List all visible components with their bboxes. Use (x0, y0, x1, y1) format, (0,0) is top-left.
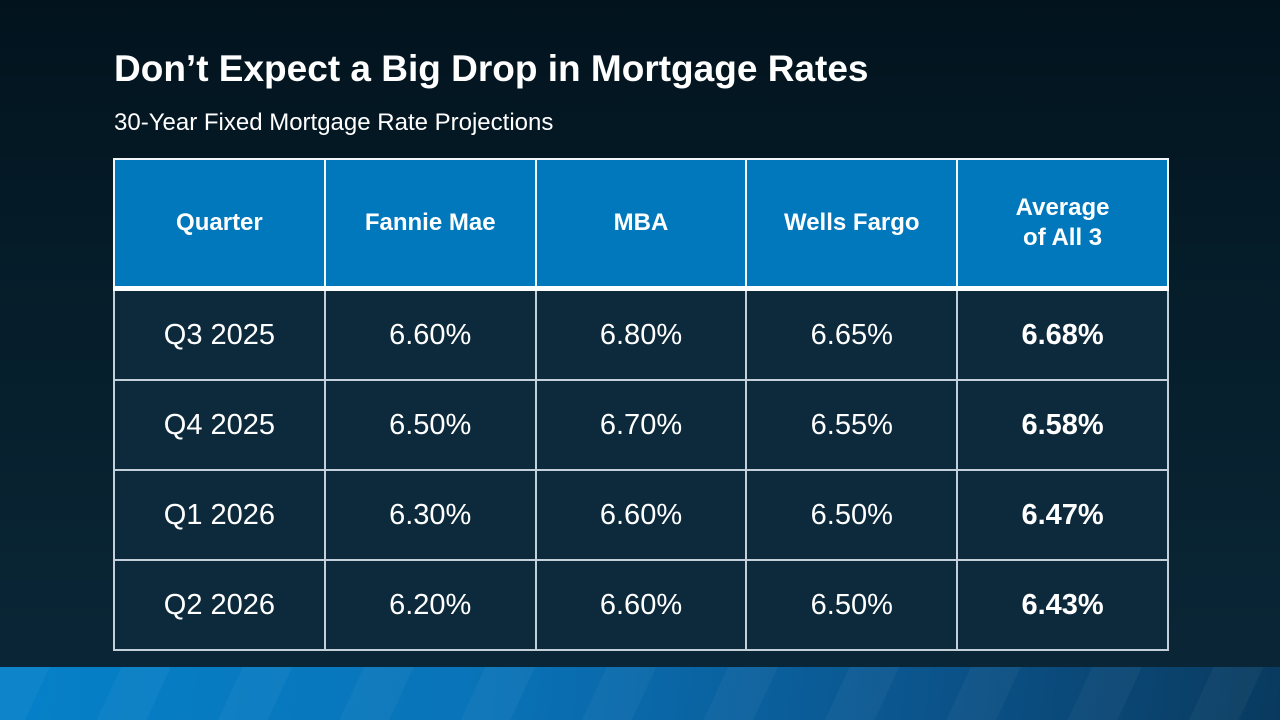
footer-accent-band (0, 667, 1280, 720)
cell-average: 6.43% (956, 559, 1169, 651)
cell-wells-fargo: 6.50% (745, 469, 959, 561)
column-header-average: Average of All 3 (956, 158, 1169, 291)
table-row: Q3 2025 6.60% 6.80% 6.65% 6.68% (113, 287, 1169, 381)
table-row: Q2 2026 6.20% 6.60% 6.50% 6.43% (113, 559, 1169, 651)
cell-mba: 6.80% (534, 287, 748, 381)
cell-mba: 6.60% (534, 469, 748, 561)
cell-average: 6.58% (956, 379, 1169, 471)
cell-fannie-mae: 6.20% (323, 559, 537, 651)
cell-quarter: Q2 2026 (113, 559, 326, 651)
cell-fannie-mae: 6.30% (323, 469, 537, 561)
cell-quarter: Q1 2026 (113, 469, 326, 561)
cell-wells-fargo: 6.55% (745, 379, 959, 471)
column-header-fannie-mae: Fannie Mae (323, 158, 537, 291)
mortgage-rate-projections-table: Quarter Fannie Mae MBA Wells Fargo Avera… (113, 158, 1169, 651)
cell-average: 6.68% (956, 287, 1169, 381)
page-title: Don’t Expect a Big Drop in Mortgage Rate… (114, 48, 869, 89)
cell-mba: 6.60% (534, 559, 748, 651)
column-header-quarter: Quarter (113, 158, 326, 291)
column-header-wells-fargo: Wells Fargo (745, 158, 959, 291)
cell-average: 6.47% (956, 469, 1169, 561)
cell-fannie-mae: 6.50% (323, 379, 537, 471)
table-row: Q4 2025 6.50% 6.70% 6.55% 6.58% (113, 379, 1169, 471)
cell-mba: 6.70% (534, 379, 748, 471)
cell-wells-fargo: 6.65% (745, 287, 959, 381)
cell-fannie-mae: 6.60% (323, 287, 537, 381)
cell-quarter: Q4 2025 (113, 379, 326, 471)
column-header-mba: MBA (534, 158, 748, 291)
page-subtitle: 30-Year Fixed Mortgage Rate Projections (114, 109, 554, 136)
cell-quarter: Q3 2025 (113, 287, 326, 381)
table-row: Q1 2026 6.30% 6.60% 6.50% 6.47% (113, 469, 1169, 561)
cell-wells-fargo: 6.50% (745, 559, 959, 651)
table-header-row: Quarter Fannie Mae MBA Wells Fargo Avera… (113, 158, 1169, 291)
